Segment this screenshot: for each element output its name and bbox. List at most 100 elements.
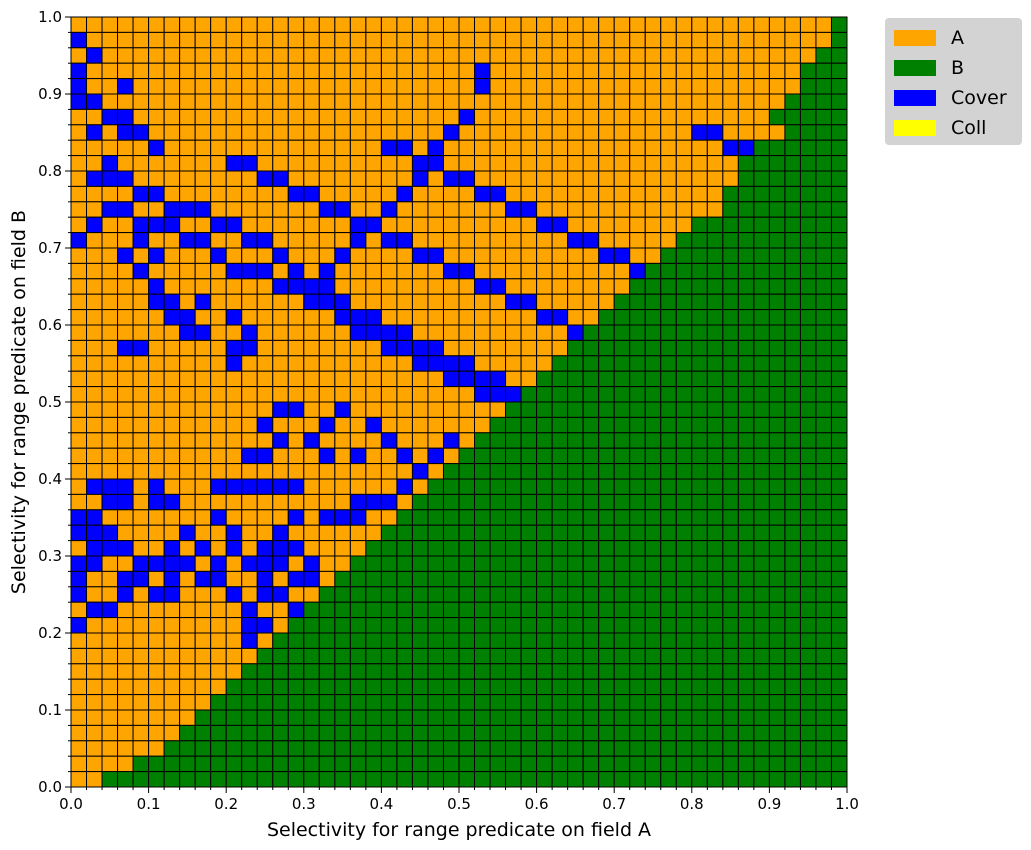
heatmap-cell bbox=[148, 632, 165, 649]
heatmap-cell bbox=[613, 386, 631, 403]
heatmap-cell bbox=[567, 108, 584, 126]
heatmap-cell bbox=[567, 570, 584, 588]
heatmap-cell bbox=[349, 216, 367, 234]
heatmap-cell bbox=[427, 293, 444, 311]
heatmap-cell bbox=[148, 524, 165, 542]
heatmap-cell bbox=[784, 355, 801, 372]
heatmap-cell bbox=[660, 755, 677, 773]
heatmap-cell bbox=[706, 447, 724, 465]
heatmap-cell bbox=[70, 201, 88, 218]
heatmap-cell bbox=[442, 401, 460, 418]
heatmap-cell bbox=[598, 386, 615, 403]
heatmap-cell bbox=[458, 31, 476, 49]
heatmap-cell bbox=[225, 416, 243, 434]
heatmap-cell bbox=[706, 740, 724, 757]
heatmap-cell bbox=[210, 108, 227, 126]
heatmap-cell bbox=[660, 647, 677, 665]
heatmap-cell bbox=[753, 755, 770, 773]
heatmap-cell bbox=[489, 617, 507, 634]
heatmap-cell bbox=[349, 632, 367, 649]
heatmap-cell bbox=[411, 324, 429, 341]
heatmap-cell bbox=[753, 62, 770, 80]
y-tick-label: 0.6 bbox=[38, 316, 62, 334]
heatmap-cell bbox=[179, 16, 196, 33]
heatmap-cell bbox=[815, 185, 832, 203]
heatmap-cell bbox=[194, 540, 212, 557]
heatmap-cell bbox=[163, 262, 181, 280]
heatmap-cell bbox=[691, 416, 708, 434]
heatmap-cell bbox=[799, 694, 817, 711]
heatmap-cell bbox=[567, 31, 584, 49]
heatmap-cell bbox=[768, 724, 786, 742]
heatmap-cell bbox=[489, 540, 507, 557]
heatmap-cell bbox=[101, 709, 119, 726]
heatmap-cell bbox=[706, 185, 724, 203]
heatmap-cell bbox=[582, 463, 600, 480]
heatmap-cell bbox=[365, 278, 382, 295]
heatmap-cell bbox=[489, 293, 507, 311]
heatmap-cell bbox=[132, 493, 150, 511]
heatmap-cell bbox=[458, 124, 476, 141]
heatmap-cell bbox=[334, 416, 351, 434]
heatmap-cell bbox=[722, 524, 739, 542]
heatmap-cell bbox=[644, 540, 662, 557]
heatmap-cell bbox=[427, 601, 444, 619]
heatmap-cell bbox=[660, 540, 677, 557]
heatmap-cell bbox=[691, 740, 708, 757]
heatmap-cell bbox=[411, 386, 429, 403]
heatmap-cell bbox=[489, 355, 507, 372]
heatmap-cell bbox=[691, 278, 708, 295]
heatmap-cell bbox=[70, 62, 88, 80]
heatmap-cell bbox=[520, 386, 538, 403]
heatmap-cell bbox=[132, 47, 150, 64]
heatmap-cell bbox=[411, 724, 429, 742]
heatmap-cell bbox=[489, 232, 507, 249]
heatmap-cell bbox=[629, 262, 646, 280]
heatmap-cell bbox=[132, 370, 150, 388]
heatmap-cell bbox=[287, 324, 305, 341]
heatmap-cell bbox=[411, 108, 429, 126]
heatmap-cell bbox=[380, 401, 398, 418]
heatmap-cell bbox=[505, 463, 522, 480]
heatmap-cell bbox=[272, 201, 289, 218]
heatmap-cell bbox=[132, 432, 150, 449]
heatmap-cell bbox=[551, 216, 569, 234]
heatmap-cell bbox=[396, 694, 413, 711]
heatmap-cell bbox=[675, 324, 693, 341]
heatmap-cell bbox=[691, 31, 708, 49]
heatmap-cell bbox=[582, 601, 600, 619]
heatmap-cell bbox=[101, 139, 119, 157]
heatmap-cell bbox=[194, 201, 212, 218]
heatmap-cell bbox=[241, 586, 258, 603]
heatmap-cell bbox=[815, 509, 832, 526]
heatmap-cell bbox=[303, 185, 320, 203]
heatmap-cell bbox=[256, 540, 274, 557]
heatmap-cell bbox=[70, 78, 88, 95]
heatmap-cell bbox=[505, 62, 522, 80]
heatmap-cell bbox=[458, 278, 476, 295]
heatmap-cell bbox=[551, 62, 569, 80]
heatmap-cell bbox=[830, 771, 848, 788]
heatmap-cell bbox=[520, 278, 538, 295]
heatmap-cell bbox=[536, 755, 553, 773]
x-axis-label: Selectivity for range predicate on field… bbox=[267, 819, 651, 841]
heatmap-cell bbox=[753, 78, 770, 95]
heatmap-cell bbox=[210, 201, 227, 218]
heatmap-cell bbox=[303, 416, 320, 434]
heatmap-cell bbox=[179, 386, 196, 403]
heatmap-cell bbox=[411, 540, 429, 557]
heatmap-cell bbox=[225, 262, 243, 280]
heatmap-cell bbox=[411, 31, 429, 49]
heatmap-cell bbox=[551, 278, 569, 295]
heatmap-cell bbox=[520, 62, 538, 80]
heatmap-cell bbox=[148, 570, 165, 588]
heatmap-cell bbox=[644, 647, 662, 665]
heatmap-cell bbox=[753, 216, 770, 234]
heatmap-cell bbox=[489, 416, 507, 434]
heatmap-cell bbox=[272, 617, 289, 634]
heatmap-cell bbox=[830, 401, 848, 418]
heatmap-cell bbox=[225, 663, 243, 680]
heatmap-cell bbox=[551, 232, 569, 249]
heatmap-cell bbox=[551, 155, 569, 172]
heatmap-cell bbox=[396, 386, 413, 403]
